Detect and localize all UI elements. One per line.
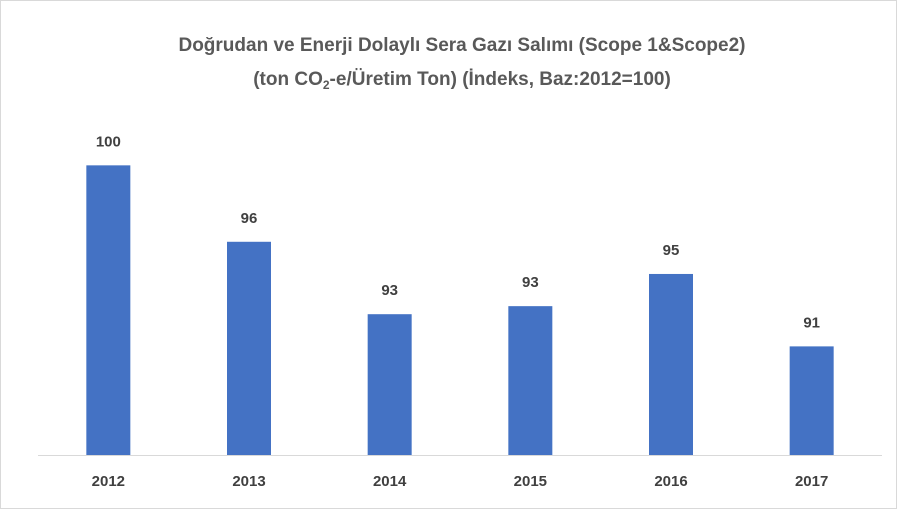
bar <box>86 165 131 455</box>
bar <box>367 314 412 455</box>
bar <box>789 346 834 455</box>
data-label: 95 <box>663 242 680 259</box>
x-tick-label: 2017 <box>795 473 828 490</box>
bar <box>508 306 553 455</box>
data-label: 93 <box>381 282 398 299</box>
data-label: 91 <box>803 314 820 331</box>
data-label: 93 <box>522 274 539 291</box>
data-label: 100 <box>96 133 121 150</box>
chart-subtitle: (ton CO2-e/Üretim Ton) (İndeks, Baz:2012… <box>253 69 671 92</box>
subtitle-subscript: 2 <box>323 78 330 92</box>
bar <box>227 241 271 455</box>
x-tick-label: 2012 <box>92 473 125 490</box>
subtitle-part: -e/Üretim Ton) (İndeks, Baz:2012=100) <box>330 69 671 90</box>
x-tick-label: 2016 <box>654 473 687 490</box>
chart-title: Doğrudan ve Enerji Dolaylı Sera Gazı Sal… <box>178 35 745 56</box>
data-label: 96 <box>241 210 258 227</box>
x-tick-label: 2015 <box>514 473 547 490</box>
x-tick-label: 2013 <box>232 473 265 490</box>
x-tick-label: 2014 <box>373 473 407 490</box>
bar <box>649 273 693 455</box>
subtitle-part: (ton CO <box>253 69 323 90</box>
